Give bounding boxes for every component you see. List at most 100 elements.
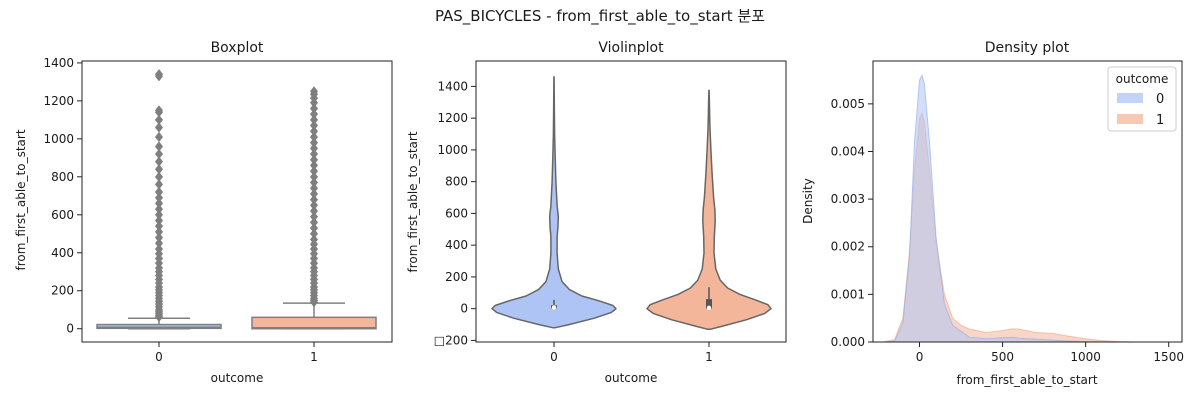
boxplot-ytick-label: 600 <box>51 208 74 222</box>
violin-xtick-label: 1 <box>705 350 713 364</box>
boxplot-outlier <box>309 211 319 222</box>
density-ylabel: Density <box>801 178 815 224</box>
density-legend: outcome 0 1 <box>1107 66 1177 132</box>
boxplot-outlier <box>154 171 164 182</box>
figure-title: PAS_BICYCLES - from_first_able_to_start … <box>435 7 765 26</box>
density-legend-swatch-1 <box>1117 114 1143 124</box>
boxplot-ytick-label: 1400 <box>43 56 74 70</box>
boxplot-outlier <box>309 143 319 154</box>
boxplot-outlier <box>154 69 164 80</box>
boxplot-outlier <box>154 148 164 160</box>
boxplot-ytick-label: 800 <box>51 170 74 184</box>
violin-ytick-label: 600 <box>445 206 468 220</box>
boxplot-ytick-label: 200 <box>51 284 74 298</box>
boxplot-outlier <box>309 86 319 97</box>
boxplot-ytick-label: 0 <box>66 322 74 336</box>
violin-xtick-label: 0 <box>550 350 558 364</box>
density-legend-title: outcome <box>1116 72 1169 86</box>
boxplot-outlier <box>154 122 164 133</box>
boxplot-outlier <box>154 164 164 175</box>
boxplot-outlier <box>154 198 164 209</box>
boxplot-outlier <box>309 205 319 217</box>
boxplot-outlier <box>309 217 319 228</box>
boxplot-outlier <box>309 114 319 126</box>
violin-ytick-label: □200 <box>434 333 468 347</box>
violin-body <box>491 76 617 329</box>
boxplot-outlier <box>309 126 319 137</box>
boxplot-ytick-label: 1000 <box>43 132 74 146</box>
boxplot-outlier <box>154 238 164 249</box>
boxplot-title: Boxplot <box>211 40 264 56</box>
boxplot-outlier <box>309 154 319 165</box>
boxplot-outlier <box>309 103 319 114</box>
boxplot-outlier <box>309 160 319 171</box>
violin-ytick-label: 1200 <box>437 111 468 125</box>
violin-ytick-label: 1000 <box>437 143 468 157</box>
density-xtick-label: 0 <box>916 350 924 364</box>
boxplot-outlier <box>154 131 164 143</box>
boxplot-outlier <box>154 105 164 116</box>
density-xtick-label: 1000 <box>1070 350 1101 364</box>
boxplot-xtick-label: 0 <box>155 350 163 364</box>
boxplot-xlabel: outcome <box>211 371 264 385</box>
boxplot-outlier <box>309 177 319 188</box>
boxplot-box <box>96 323 222 330</box>
violin-frame <box>475 60 787 343</box>
boxplot-box <box>251 316 377 330</box>
violinplot-panel: Violinplot outcome from_first_able_to_st… <box>406 40 787 385</box>
violin-ytick-label: 200 <box>445 270 468 284</box>
violinplot-ylabel: from_first_able_to_start <box>406 131 420 272</box>
boxplot-outlier <box>154 232 164 243</box>
boxplot-ytick-label: 1200 <box>43 94 74 108</box>
boxplot-outlier <box>154 179 164 190</box>
density-ytick-label: 0.003 <box>831 192 865 206</box>
boxplot-outlier <box>309 194 319 205</box>
boxplot-outlier <box>154 221 164 232</box>
density-ytick-label: 0.004 <box>831 144 865 158</box>
boxplot-outlier <box>154 186 164 198</box>
boxplot-outlier <box>154 203 164 215</box>
density-xtick-label: 1500 <box>1153 350 1184 364</box>
boxplot-outlier <box>154 114 164 126</box>
density-ytick-label: 0.002 <box>831 240 865 254</box>
boxplot-outlier <box>309 165 319 177</box>
boxplot-outlier <box>309 148 319 160</box>
boxplot-outlier <box>309 137 319 148</box>
violin-iqr-box <box>706 299 712 309</box>
boxplot-outlier <box>154 226 164 238</box>
boxplot-outlier <box>154 215 164 226</box>
density-ytick-label: 0.005 <box>831 97 865 111</box>
boxplot-frame <box>81 60 393 343</box>
boxplot-outlier <box>309 120 319 131</box>
density-panel: Density plot from_first_able_to_start De… <box>801 40 1184 387</box>
boxplot-ylabel: from_first_able_to_start <box>14 129 28 270</box>
boxplot-panel: Boxplot outcome from_first_able_to_start… <box>14 40 393 385</box>
boxplot-outlier <box>309 131 319 143</box>
density-legend-label-1: 1 <box>1156 113 1164 128</box>
boxplot-outlier <box>309 188 319 200</box>
density-ytick-label: 0.001 <box>831 287 865 301</box>
violin-ytick-label: 0 <box>460 302 468 316</box>
density-legend-label-0: 0 <box>1156 92 1164 107</box>
boxplot-outlier <box>309 200 319 211</box>
density-title: Density plot <box>985 40 1070 56</box>
boxplot-outlier <box>309 109 319 120</box>
violinplot-xlabel: outcome <box>605 371 658 385</box>
violin-ytick-label: 1400 <box>437 79 468 93</box>
violin-median <box>551 305 557 310</box>
density-xtick-label: 500 <box>991 350 1014 364</box>
boxplot-xtick-label: 1 <box>310 350 318 364</box>
boxplot-ytick-label: 400 <box>51 246 74 260</box>
violinplot-title: Violinplot <box>598 40 664 56</box>
boxplot-outlier <box>309 183 319 194</box>
density-frame <box>872 60 1183 343</box>
density-legend-swatch-0 <box>1117 93 1143 103</box>
violin-ytick-label: 400 <box>445 238 468 252</box>
violin-body <box>646 89 772 331</box>
boxplot-outlier <box>309 228 319 239</box>
boxplot-outlier <box>154 243 164 255</box>
density-xlabel: from_first_able_to_start <box>956 373 1097 387</box>
boxplot-outlier <box>154 156 164 167</box>
density-ytick-label: 0.000 <box>831 335 865 349</box>
